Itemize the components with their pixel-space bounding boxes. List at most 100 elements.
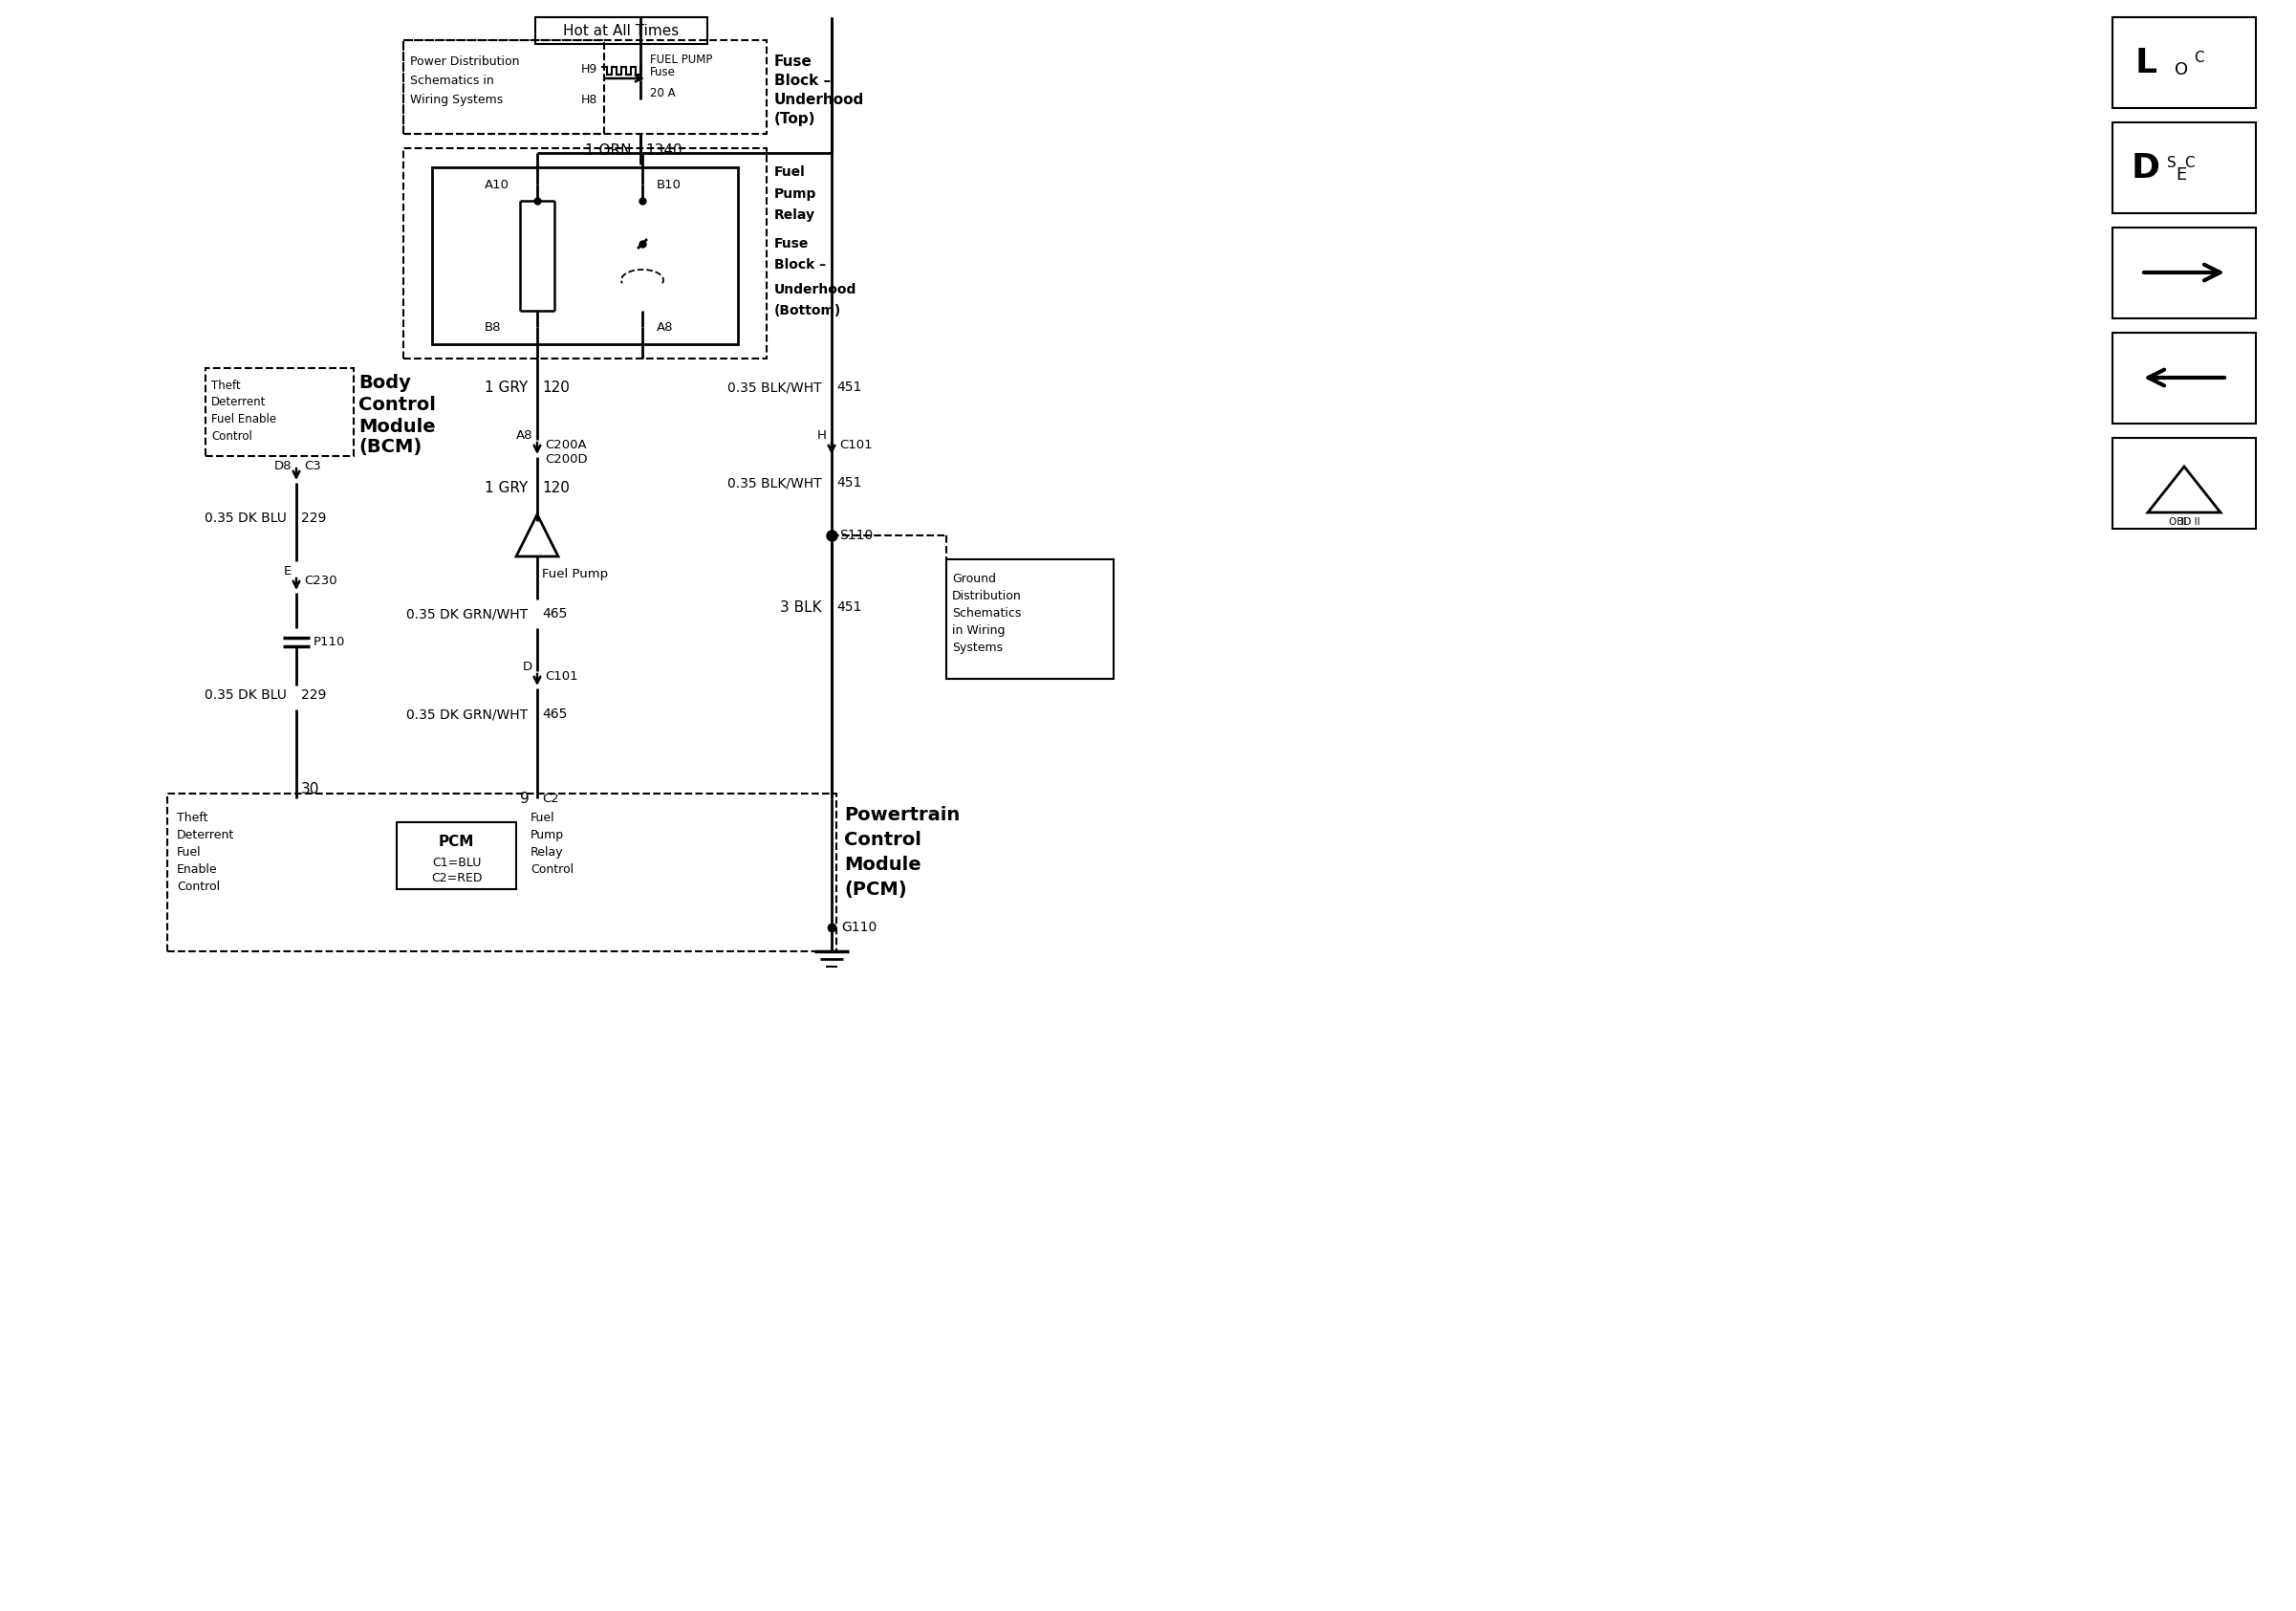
Text: C101: C101: [840, 438, 872, 451]
Text: 0.35 DK GRN/WHT: 0.35 DK GRN/WHT: [406, 607, 528, 620]
Text: Systems: Systems: [953, 641, 1003, 654]
Text: Fuse: Fuse: [774, 55, 813, 68]
Text: S: S: [2167, 155, 2177, 169]
Text: 451: 451: [836, 477, 861, 490]
Text: Powertrain: Powertrain: [845, 806, 960, 823]
Text: Schematics in: Schematics in: [411, 74, 494, 87]
Bar: [2112, 227, 2257, 319]
Text: Block –: Block –: [774, 72, 831, 87]
Text: Control: Control: [845, 830, 921, 849]
Text: 465: 465: [542, 707, 567, 720]
Text: Underhood: Underhood: [774, 284, 856, 296]
Text: D: D: [523, 661, 533, 673]
Text: Hot at All Times: Hot at All Times: [563, 24, 680, 37]
Text: 465: 465: [542, 607, 567, 620]
Text: Control: Control: [177, 880, 220, 892]
Text: Block –: Block –: [774, 258, 827, 272]
Text: 1 ORN: 1 ORN: [585, 143, 631, 158]
Text: D8: D8: [273, 459, 292, 472]
Text: H9: H9: [581, 63, 597, 76]
Text: PCM: PCM: [439, 834, 475, 849]
Text: C: C: [2183, 155, 2195, 169]
Bar: [946, 559, 1114, 678]
Text: B8: B8: [484, 321, 501, 333]
Text: 20 A: 20 A: [650, 87, 675, 98]
Text: C230: C230: [303, 574, 338, 586]
Text: L: L: [2135, 47, 2156, 79]
Text: Pump: Pump: [530, 828, 565, 841]
Text: Deterrent: Deterrent: [177, 828, 234, 841]
Text: Pump: Pump: [774, 187, 817, 201]
Text: Fuel: Fuel: [530, 812, 556, 823]
Bar: [168, 794, 836, 952]
Bar: [2112, 438, 2257, 528]
Bar: [2112, 122, 2257, 213]
Text: Fuel Pump: Fuel Pump: [542, 567, 608, 580]
Text: Fuel Enable: Fuel Enable: [211, 412, 276, 425]
Text: Deterrent: Deterrent: [211, 395, 266, 408]
Text: E: E: [2177, 166, 2186, 184]
Text: Ground: Ground: [953, 572, 996, 585]
Text: A8: A8: [657, 321, 673, 333]
Text: 229: 229: [301, 512, 326, 525]
Text: OBD II: OBD II: [2167, 517, 2200, 527]
Text: Theft: Theft: [211, 379, 241, 391]
Text: Fuel: Fuel: [774, 166, 806, 179]
Text: A10: A10: [484, 179, 510, 190]
Text: (BCM): (BCM): [358, 438, 422, 456]
Bar: [2112, 18, 2257, 108]
Bar: [535, 18, 707, 43]
Text: G110: G110: [840, 921, 877, 934]
Bar: [397, 822, 517, 889]
Text: S110: S110: [840, 528, 872, 541]
Text: C200D: C200D: [544, 453, 588, 466]
Text: Schematics: Schematics: [953, 607, 1022, 619]
Text: 451: 451: [836, 380, 861, 395]
Text: Distribution: Distribution: [953, 590, 1022, 603]
Text: H: H: [817, 429, 827, 441]
Text: H8: H8: [581, 93, 597, 106]
Text: 1 GRY: 1 GRY: [484, 380, 528, 395]
Text: Power Distribution: Power Distribution: [411, 55, 519, 68]
Text: C1=BLU: C1=BLU: [432, 855, 480, 868]
Text: C3: C3: [303, 459, 321, 472]
Text: 0.35 DK GRN/WHT: 0.35 DK GRN/WHT: [406, 707, 528, 720]
Text: Relay: Relay: [530, 846, 563, 859]
Text: FUEL PUMP: FUEL PUMP: [650, 53, 712, 66]
Text: 0.35 BLK/WHT: 0.35 BLK/WHT: [728, 477, 822, 490]
Text: 451: 451: [836, 601, 861, 614]
Text: Theft: Theft: [177, 812, 209, 823]
Text: Fuel: Fuel: [177, 846, 202, 859]
Text: 1340: 1340: [645, 143, 682, 158]
Text: 0.35 DK BLU: 0.35 DK BLU: [204, 512, 287, 525]
Text: 3 BLK: 3 BLK: [781, 599, 822, 614]
Text: Underhood: Underhood: [774, 92, 863, 106]
Text: Fuse: Fuse: [650, 66, 675, 77]
Text: (Bottom): (Bottom): [774, 304, 840, 317]
Text: Control: Control: [211, 430, 253, 441]
Text: Wiring Systems: Wiring Systems: [411, 93, 503, 106]
Text: in Wiring: in Wiring: [953, 623, 1006, 636]
Bar: [404, 148, 767, 359]
Text: Control: Control: [530, 863, 574, 875]
Text: Module: Module: [358, 417, 436, 435]
Text: Fuse: Fuse: [774, 237, 808, 250]
Text: P110: P110: [315, 635, 344, 648]
Text: 1 GRY: 1 GRY: [484, 480, 528, 495]
Text: D: D: [2131, 151, 2161, 185]
Text: (Top): (Top): [774, 111, 815, 126]
Bar: [2112, 333, 2257, 424]
Text: 9: 9: [521, 791, 530, 806]
Text: B10: B10: [657, 179, 682, 190]
Text: 120: 120: [542, 480, 569, 495]
Text: C2=RED: C2=RED: [432, 872, 482, 884]
Text: Module: Module: [845, 855, 921, 873]
Bar: [432, 168, 737, 345]
Text: A8: A8: [517, 429, 533, 441]
Text: 0.35 DK BLU: 0.35 DK BLU: [204, 688, 287, 702]
Text: 229: 229: [301, 688, 326, 702]
Text: O: O: [2174, 61, 2188, 79]
Bar: [404, 40, 767, 134]
Text: C: C: [2193, 50, 2204, 64]
Text: E: E: [285, 564, 292, 577]
